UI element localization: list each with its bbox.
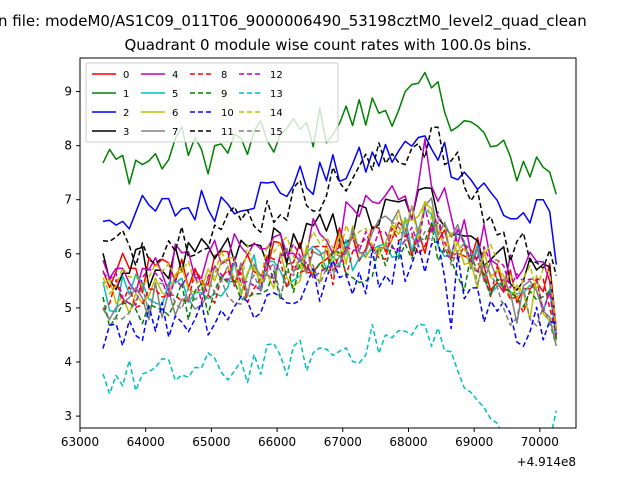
legend-label-8: 8 [221,70,227,81]
legend-label-11: 11 [221,127,234,138]
legend-label-10: 10 [221,108,234,119]
chart-title: Quadrant 0 module wise count rates with … [124,36,531,54]
series-line-11 [102,126,558,276]
y-tick-label: 3 [64,409,72,423]
series-line-2 [102,135,558,265]
series-line-15 [102,216,558,347]
y-tick-label: 7 [64,193,72,207]
legend-label-14: 14 [270,108,283,119]
series-line-14 [102,198,558,330]
y-tick-label: 6 [64,247,72,261]
x-tick-label: 69000 [455,435,493,449]
y-tick-label: 5 [64,301,72,315]
x-tick-label: 67000 [324,435,362,449]
y-axis: 3 4 5 6 7 8 9 [64,85,80,423]
series-line-9 [102,222,558,341]
legend-label-13: 13 [270,89,283,100]
series-line-3 [102,187,558,341]
x-tick-label: 66000 [258,435,296,449]
x-tick-label: 64000 [127,435,165,449]
y-tick-label: 4 [64,355,72,369]
x-tick-label: 68000 [389,435,427,449]
x-axis: 63000 64000 65000 66000 67000 68000 69000 70000 [61,428,559,449]
legend-label-4: 4 [172,70,178,81]
series-line-10 [102,240,557,349]
series-line-12 [102,206,558,336]
y-tick-label: 9 [64,85,72,99]
plot-frame [79,57,577,429]
legend-label-0: 0 [123,70,129,81]
x-tick-label: 65000 [192,435,230,449]
x-axis-offset-label: +4.914e8 [517,455,576,469]
y-tick-label: 8 [64,139,72,153]
legend-label-5: 5 [172,89,178,100]
legend-frame [85,62,339,143]
series-line-13 [102,323,558,428]
legend-label-1: 1 [123,89,129,100]
legend-label-12: 12 [270,70,283,81]
legend-label-15: 15 [270,127,283,138]
legend-label-9: 9 [221,89,227,100]
legend-label-7: 7 [172,127,178,138]
legend-label-3: 3 [123,127,129,138]
figure-suptitle: n file: modeM0/AS1C09_011T06_9000006490_… [0,12,587,31]
legend-label-6: 6 [172,108,178,119]
series-line-6 [102,202,558,341]
series-line-4 [102,138,558,336]
x-tick-label: 70000 [521,435,559,449]
series-layer [102,71,558,428]
legend-label-2: 2 [123,108,129,119]
series-line-8 [102,222,558,336]
x-tick-label: 63000 [61,435,99,449]
